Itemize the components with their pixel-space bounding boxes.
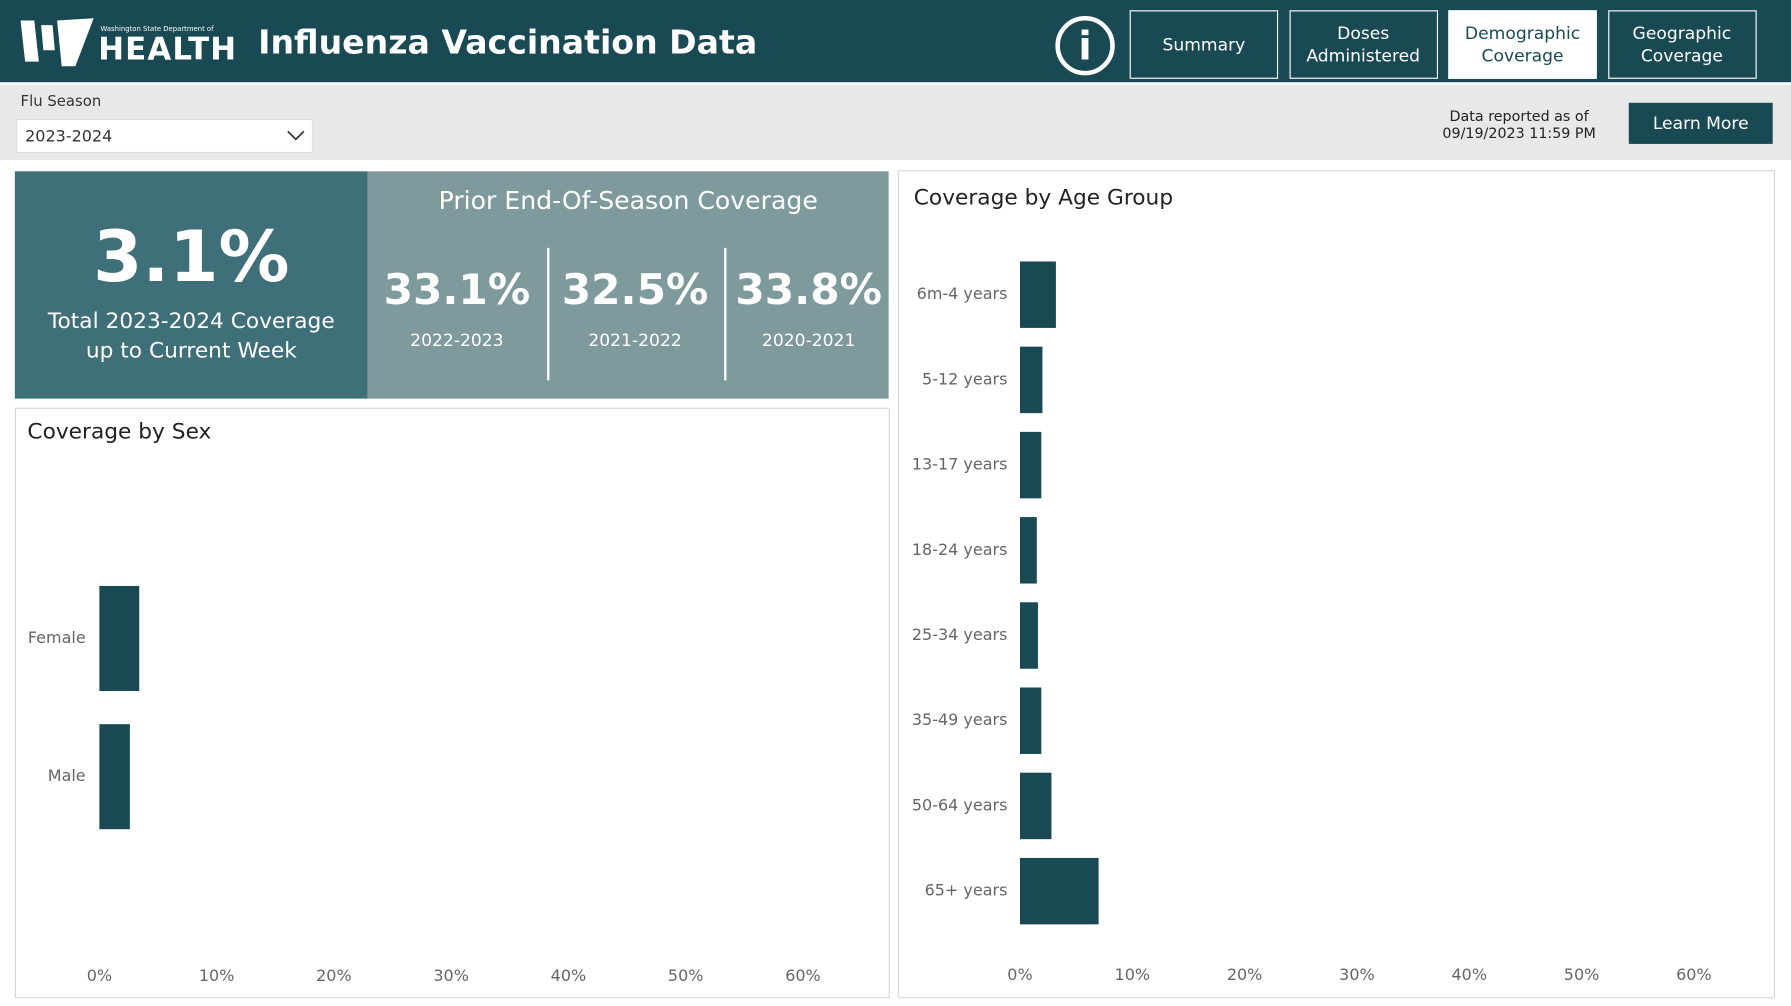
x-tick-label: 50%: [1564, 965, 1600, 984]
sex-panel: Coverage by Sex: [14, 407, 890, 999]
x-tick-label: 30%: [1339, 965, 1375, 984]
x-tick-label: 10%: [199, 966, 235, 985]
reported: Data reported as of 09/19/2023 11:59 PM: [1416, 107, 1622, 141]
bar: [99, 724, 130, 830]
bar: [1019, 687, 1042, 754]
x-tick-label: 20%: [316, 966, 352, 985]
bar: [1019, 772, 1052, 840]
kpi-value: 3.1%: [93, 214, 290, 299]
header: Washington State Department of HEALTH In…: [0, 0, 1791, 83]
prior-title: Prior End-Of-Season Coverage: [438, 187, 818, 216]
y-tick-label: 65+ years: [925, 881, 1008, 900]
bar: [1019, 517, 1037, 584]
kpi-card: 3.1% Total 2023-2024 Coverage up to Curr…: [14, 171, 368, 399]
x-tick-label: 30%: [433, 966, 469, 985]
y-tick-label: 18-24 years: [912, 540, 1008, 559]
x-tick-label: 40%: [1451, 965, 1487, 984]
x-tick-label: 0%: [87, 966, 112, 985]
bar: [1019, 346, 1043, 414]
logo-text: HEALTH: [98, 31, 238, 68]
prior-value: 33.8%: [735, 264, 882, 315]
bar: [99, 585, 140, 692]
y-tick-label: 25-34 years: [912, 625, 1008, 644]
season-dropdown[interactable]: 2023-2024: [15, 118, 313, 154]
divider: [724, 247, 727, 381]
info-button[interactable]: i: [1055, 15, 1115, 76]
x-tick-label: 0%: [1007, 965, 1032, 984]
chart-title: Coverage by Sex: [27, 419, 212, 445]
reported-date: 09/19/2023 11:59 PM: [1442, 124, 1596, 142]
chart-title: Coverage by Age Group: [913, 185, 1174, 211]
prior-season: 2021-2022: [588, 330, 682, 351]
y-tick-label: 50-64 years: [912, 795, 1008, 814]
x-tick-label: 40%: [551, 966, 587, 985]
learn-more-button[interactable]: Learn More: [1628, 102, 1773, 144]
logo-mark: [20, 18, 94, 67]
title: Influenza Vaccination Data: [258, 22, 758, 62]
divider: [547, 247, 550, 381]
logo-small: Washington State Department of: [100, 25, 214, 34]
prior-season: 2020-2021: [761, 330, 856, 351]
bar: [1019, 857, 1099, 925]
x-tick-label: 10%: [1115, 965, 1151, 984]
x-tick-label: 50%: [668, 966, 704, 985]
nav-button[interactable]: Summary: [1129, 10, 1279, 79]
y-tick-label: 35-49 years: [912, 710, 1008, 729]
y-tick-label: Female: [28, 628, 86, 647]
x-tick-label: 60%: [785, 966, 821, 985]
bar: [1019, 261, 1056, 328]
y-tick-label: 6m-4 years: [917, 284, 1008, 303]
filter-label: Flu Season: [20, 93, 102, 111]
prior-value: 33.1%: [383, 264, 531, 315]
chevron: [287, 130, 305, 141]
bar: [1019, 431, 1042, 499]
x-tick-label: 20%: [1227, 965, 1263, 984]
prior-season: 2022-2023: [410, 330, 504, 351]
kpi-caption: Total 2023-2024 Coverage up to Current W…: [47, 308, 335, 364]
nav-button[interactable]: Doses Administered: [1288, 10, 1438, 79]
prior-card: Prior End-Of-Season Coverage 33.1% 2022-2…: [367, 171, 889, 399]
filter-bar: Flu Season 2023-2024 Data reported as of…: [0, 84, 1791, 160]
prior-value: 32.5%: [561, 264, 709, 315]
y-tick-label: 13-17 years: [912, 455, 1008, 474]
y-tick-label: Male: [48, 766, 86, 785]
reported-label: Data reported as of: [1449, 107, 1589, 125]
nav-button[interactable]: Demographic Coverage: [1448, 10, 1597, 79]
nav-button[interactable]: Geographic Coverage: [1607, 10, 1757, 79]
x-tick-label: 60%: [1676, 965, 1712, 984]
dropdown-value: 2023-2024: [25, 127, 113, 147]
bar: [1019, 602, 1038, 669]
y-tick-label: 5-12 years: [922, 369, 1007, 388]
